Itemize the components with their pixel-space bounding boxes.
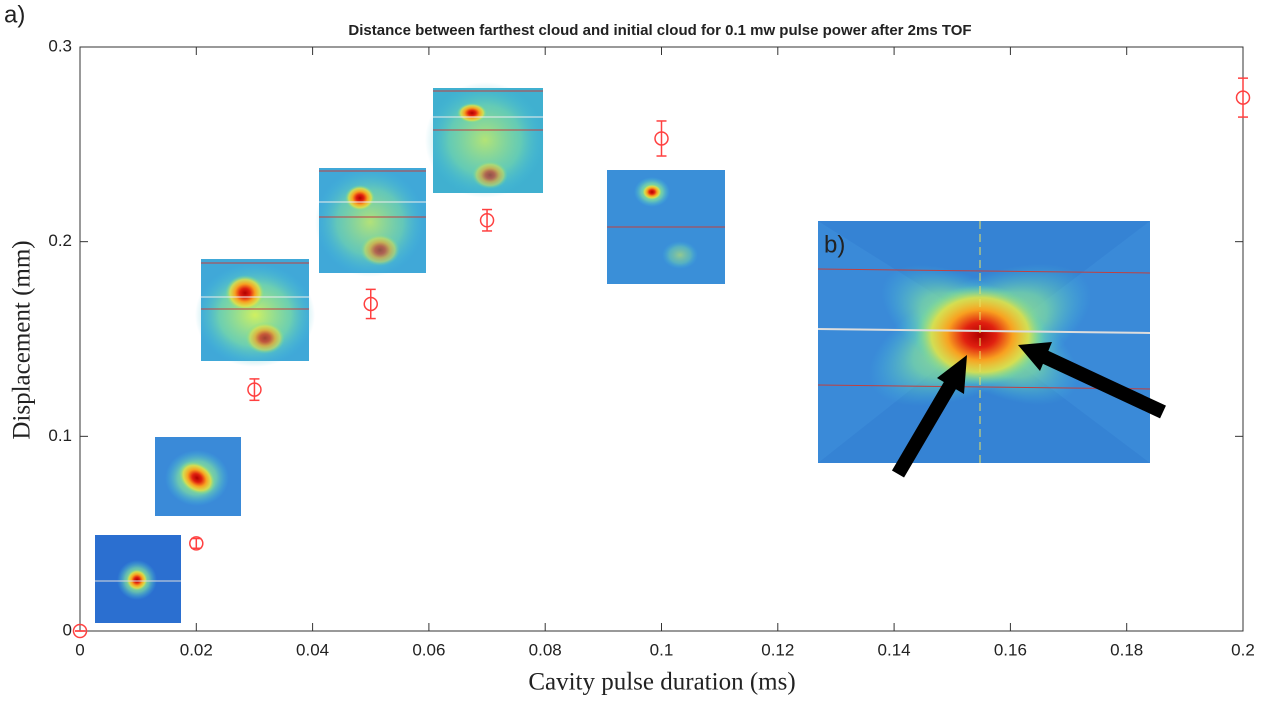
x-tick-label: 0.02 [180, 640, 213, 659]
y-tick-label: 0 [63, 620, 72, 639]
x-tick-label: 0.2 [1231, 640, 1255, 659]
inset-image [315, 167, 426, 277]
inset-image [95, 535, 181, 623]
x-tick-label: 0.1 [650, 640, 674, 659]
y-tick-label: 0.3 [48, 36, 72, 55]
inset-image [607, 170, 725, 284]
arrow [891, 342, 1166, 478]
data-point [479, 213, 495, 228]
data-point [1235, 90, 1251, 105]
data-point [654, 131, 669, 146]
inset-image [155, 437, 241, 516]
inset-image [195, 259, 315, 367]
x-tick-label: 0.12 [761, 640, 794, 659]
panel-label: b) [824, 231, 845, 258]
x-tick-label: 0.16 [994, 640, 1027, 659]
panel-label: a) [4, 1, 25, 28]
y-axis-label: Displacement (mm) [9, 240, 36, 439]
x-tick-label: 0.08 [529, 640, 562, 659]
x-tick-label: 0 [75, 640, 84, 659]
x-tick-label: 0.04 [296, 640, 329, 659]
x-tick-label: 0.18 [1110, 640, 1143, 659]
data-point [72, 623, 88, 639]
data-point [363, 296, 378, 312]
data-point [247, 382, 262, 397]
x-axis-label: Cavity pulse duration (ms) [528, 669, 795, 696]
inset-image [425, 82, 545, 198]
error-bar [656, 120, 667, 157]
error-bar [365, 288, 376, 320]
error-bar [1238, 77, 1248, 118]
chart-title: Distance between farthest cloud and init… [348, 22, 971, 39]
data-point [189, 536, 204, 551]
x-tick-label: 0.14 [878, 640, 911, 659]
y-tick-label: 0.1 [48, 426, 72, 445]
y-tick-label: 0.2 [48, 231, 72, 250]
inset-image: b) [817, 221, 1151, 463]
x-tick-label: 0.06 [412, 640, 445, 659]
